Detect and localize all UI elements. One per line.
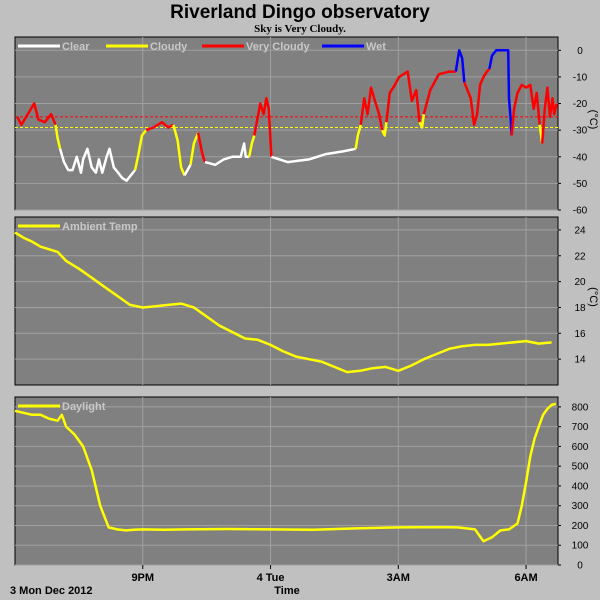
chart-title: Riverland Dingo observatory — [170, 2, 430, 23]
series-line-clear-9 — [204, 142, 250, 167]
series-line-very-cloudy-16 — [385, 70, 421, 123]
series-line-cloudy-3 — [133, 129, 148, 171]
x-axis-title: Time — [274, 585, 299, 597]
series-line-very-cloudy-22 — [510, 83, 541, 136]
y-tick-label-6: -60 — [573, 206, 588, 217]
series-line-very-cloudy-20 — [463, 68, 491, 127]
series-line-very-cloudy-4 — [145, 120, 174, 132]
series-line-very-cloudy-11 — [253, 96, 273, 157]
series-line-wet-21 — [488, 49, 513, 136]
y-tick-label-0: 0 — [577, 46, 583, 57]
y-tick-label-5: 500 — [572, 462, 589, 473]
plot-area — [14, 216, 559, 386]
series-line-very-cloudy-18 — [422, 70, 456, 115]
x-tick-label-3: 6AM — [514, 572, 537, 584]
y-tick-label-3: 300 — [572, 501, 589, 512]
series-line-daylight — [14, 402, 557, 543]
y-tick-label-7: 700 — [572, 422, 589, 433]
y-tick-label-3: 20 — [574, 277, 586, 288]
series-line-cloudy-13 — [354, 124, 363, 149]
series-line-cloudy-1 — [54, 124, 62, 150]
legend-label-1: Cloudy — [150, 41, 188, 53]
series-line-clear-2 — [58, 147, 137, 182]
legend-label-0: Clear — [62, 41, 90, 53]
legend-label-0: Daylight — [62, 401, 106, 413]
series-line-cloudy-7 — [189, 132, 200, 165]
x-tick-label-2: 3AM — [387, 572, 410, 584]
daylight-panel: 0 100 200 300 400 500 600 700 800 Daylight — [14, 396, 589, 572]
y-tick-label-5: -50 — [573, 179, 588, 190]
series-line-clear-12 — [271, 147, 356, 164]
legend-label-3: Wet — [366, 41, 386, 53]
y-tick-label-8: 800 — [572, 402, 589, 413]
footer-date: 3 Mon Dec 2012 — [10, 585, 93, 597]
y-tick-label-0: 14 — [574, 355, 586, 366]
y-tick-label-5: 24 — [574, 225, 586, 236]
series-line-cloudy-15 — [380, 122, 388, 137]
legend-label-0: Ambient Temp — [62, 221, 138, 233]
series-line-cloudy-5 — [172, 124, 186, 176]
y-tick-label-2: 200 — [572, 521, 589, 532]
plot-area — [14, 36, 559, 211]
series-line-very-cloudy-8 — [196, 132, 207, 163]
x-tick-label-1: 4 Tue — [257, 572, 285, 584]
series-line-very-cloudy-24 — [540, 86, 558, 144]
series-line-very-cloudy-14 — [359, 86, 384, 131]
chart-subtitle: Sky is Very Cloudy. — [254, 23, 346, 35]
series-line-ambient-temp — [14, 231, 552, 374]
y-unit-label: (°C) — [587, 287, 599, 307]
y-unit-label: (°C) — [587, 110, 599, 130]
y-tick-label-0: 0 — [577, 561, 583, 572]
y-tick-label-1: -10 — [573, 72, 588, 83]
y-tick-label-3: -30 — [573, 126, 588, 137]
plot-area — [14, 396, 559, 566]
legend-label-2: Very Cloudy — [246, 41, 310, 53]
y-tick-label-4: 400 — [572, 481, 589, 492]
y-tick-label-2: -20 — [573, 99, 588, 110]
series-line-cloudy-10 — [247, 135, 256, 158]
ambient-temp-panel: 14 16 18 20 22 24 (°C) Ambient Temp — [14, 216, 599, 386]
x-axis: 9PM 4 Tue 3AM 6AM — [131, 565, 538, 584]
y-tick-label-4: 22 — [574, 251, 586, 262]
y-tick-label-2: 18 — [574, 303, 586, 314]
sky-panel: 0 -10 -20 -30 -40 -50 -60 (°C) Clear Cloudy Very C… — [14, 36, 599, 217]
y-tick-label-1: 16 — [574, 329, 586, 340]
y-tick-label-6: 600 — [572, 442, 589, 453]
y-tick-label-1: 100 — [572, 541, 589, 552]
x-tick-label-0: 9PM — [131, 572, 154, 584]
series-line-very-cloudy-0 — [15, 102, 57, 127]
series-line-wet-19 — [454, 49, 466, 83]
series-line-cloudy-17 — [418, 114, 426, 129]
y-tick-label-4: -40 — [573, 152, 588, 163]
series-line-clear-6 — [183, 164, 192, 177]
